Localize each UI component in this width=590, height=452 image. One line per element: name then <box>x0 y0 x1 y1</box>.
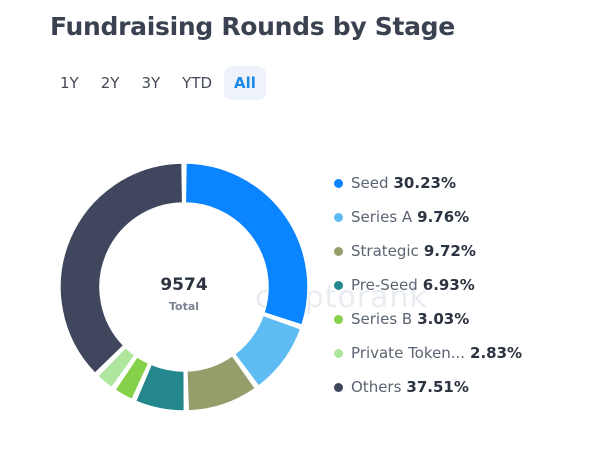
legend-item[interactable]: Pre-Seed 6.93% <box>334 268 522 302</box>
total-label: Total <box>169 300 199 313</box>
tab-1y[interactable]: 1Y <box>60 74 79 92</box>
slice-series-a[interactable] <box>233 314 302 387</box>
chart-title: Fundraising Rounds by Stage <box>50 12 455 41</box>
legend-value: 2.83% <box>470 344 523 362</box>
tab-ytd[interactable]: YTD <box>182 74 213 92</box>
legend-dot <box>334 382 343 392</box>
slice-series-b[interactable] <box>114 355 150 401</box>
legend-dot <box>334 348 343 358</box>
legend-value: 3.03% <box>417 310 470 328</box>
legend-dot <box>334 212 343 222</box>
legend-item[interactable]: Series B 3.03% <box>334 302 522 336</box>
legend-label: Strategic <box>351 242 419 260</box>
legend-value: 30.23% <box>393 174 456 192</box>
legend-value: 9.72% <box>423 242 476 260</box>
slice-strategic[interactable] <box>186 354 257 412</box>
legend-label: Seed <box>351 174 389 192</box>
legend-item[interactable]: Series A 9.76% <box>334 200 522 234</box>
legend-label: Series B <box>351 310 413 328</box>
legend-dot <box>334 178 343 188</box>
slice-seed[interactable] <box>184 162 309 326</box>
legend-dot <box>334 280 343 290</box>
legend-dot <box>334 314 343 324</box>
legend-label: Private Token... <box>351 344 466 362</box>
donut-slices <box>59 162 309 412</box>
legend-value: 9.76% <box>417 208 470 226</box>
legend-item[interactable]: Others 37.51% <box>334 370 522 404</box>
legend-label: Others <box>351 378 402 396</box>
tab-3y[interactable]: 3Y <box>141 74 161 92</box>
total-value: 9574 <box>160 275 207 295</box>
legend-value: 6.93% <box>422 276 475 294</box>
legend-item[interactable]: Seed 30.23% <box>334 166 522 200</box>
legend-dot <box>334 246 343 256</box>
time-range-tabs: 1Y 2Y 3Y YTD All <box>50 66 266 100</box>
slice-private-token[interactable] <box>96 346 136 389</box>
tab-all[interactable]: All <box>224 66 266 100</box>
slice-others[interactable] <box>59 162 184 375</box>
legend-label: Series A <box>351 208 413 226</box>
legend-item[interactable]: Private Token... 2.83% <box>334 336 522 370</box>
slice-pre-seed[interactable] <box>134 363 186 412</box>
legend-label: Pre-Seed <box>351 276 418 294</box>
chart-legend: Seed 30.23% Series A 9.76% Strategic 9.72% Pre… <box>334 166 522 404</box>
legend-item[interactable]: Strategic 9.72% <box>334 234 522 268</box>
tab-2y[interactable]: 2Y <box>100 74 120 92</box>
legend-value: 37.51% <box>406 378 469 396</box>
